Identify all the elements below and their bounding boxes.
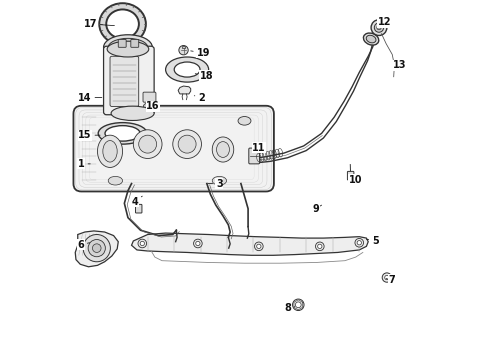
Text: 15: 15 <box>78 130 100 140</box>
Circle shape <box>92 244 101 252</box>
Text: 13: 13 <box>392 60 406 70</box>
Ellipse shape <box>212 176 226 185</box>
Circle shape <box>315 242 324 251</box>
FancyBboxPatch shape <box>103 46 154 115</box>
Circle shape <box>292 299 304 311</box>
Circle shape <box>256 244 261 248</box>
Ellipse shape <box>133 130 162 158</box>
Ellipse shape <box>111 106 154 121</box>
Circle shape <box>140 241 144 246</box>
Circle shape <box>195 241 200 246</box>
Text: 18: 18 <box>195 71 213 81</box>
Polygon shape <box>178 86 190 94</box>
FancyBboxPatch shape <box>73 106 273 192</box>
Ellipse shape <box>106 9 139 39</box>
Ellipse shape <box>143 103 152 110</box>
Text: 11: 11 <box>252 143 265 153</box>
Text: 9: 9 <box>312 204 321 214</box>
Ellipse shape <box>238 117 250 125</box>
Text: 19: 19 <box>190 48 209 58</box>
FancyBboxPatch shape <box>118 40 126 47</box>
Text: 10: 10 <box>348 175 362 185</box>
Polygon shape <box>75 231 118 267</box>
Text: 3: 3 <box>207 179 223 189</box>
Text: 6: 6 <box>77 239 89 249</box>
FancyBboxPatch shape <box>110 56 139 107</box>
Ellipse shape <box>98 123 147 144</box>
FancyBboxPatch shape <box>135 204 142 213</box>
Circle shape <box>373 23 383 32</box>
Text: 17: 17 <box>83 19 114 29</box>
Circle shape <box>179 45 188 55</box>
Ellipse shape <box>366 35 375 43</box>
Ellipse shape <box>178 135 196 153</box>
Ellipse shape <box>216 141 229 157</box>
Text: 1: 1 <box>78 159 90 169</box>
Ellipse shape <box>172 130 201 158</box>
Circle shape <box>376 26 380 30</box>
Text: 16: 16 <box>146 102 160 112</box>
FancyBboxPatch shape <box>142 92 156 102</box>
FancyBboxPatch shape <box>131 40 139 47</box>
Ellipse shape <box>212 137 233 162</box>
Ellipse shape <box>103 35 152 60</box>
Circle shape <box>254 242 263 251</box>
Ellipse shape <box>102 140 117 162</box>
Text: 2: 2 <box>194 93 204 103</box>
Bar <box>182 46 184 48</box>
Text: 8: 8 <box>284 303 294 313</box>
Circle shape <box>384 275 388 280</box>
Circle shape <box>356 240 361 245</box>
Text: 7: 7 <box>386 275 394 285</box>
Ellipse shape <box>165 57 208 82</box>
FancyBboxPatch shape <box>248 148 259 164</box>
Circle shape <box>370 20 386 36</box>
Circle shape <box>295 302 301 308</box>
Circle shape <box>317 244 321 248</box>
Polygon shape <box>131 233 367 255</box>
Ellipse shape <box>108 176 122 185</box>
Text: 12: 12 <box>377 17 390 27</box>
Ellipse shape <box>174 62 200 77</box>
Text: 4: 4 <box>131 196 142 207</box>
Circle shape <box>193 239 202 248</box>
Ellipse shape <box>105 126 140 141</box>
Circle shape <box>382 273 391 282</box>
Circle shape <box>138 239 146 248</box>
Circle shape <box>88 239 105 257</box>
Ellipse shape <box>139 135 156 153</box>
Ellipse shape <box>99 3 145 45</box>
Circle shape <box>354 238 363 247</box>
Ellipse shape <box>363 33 378 45</box>
Text: 14: 14 <box>78 93 102 103</box>
Ellipse shape <box>107 41 148 57</box>
Text: 5: 5 <box>366 236 378 246</box>
Ellipse shape <box>108 39 147 56</box>
FancyBboxPatch shape <box>346 171 353 180</box>
Ellipse shape <box>97 135 122 167</box>
Circle shape <box>83 234 110 262</box>
